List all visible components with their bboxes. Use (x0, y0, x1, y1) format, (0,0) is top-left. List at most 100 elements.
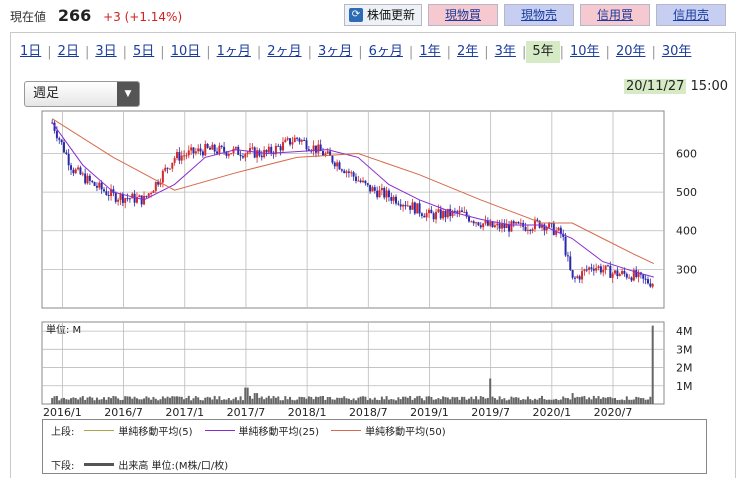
tab-separator: | (484, 44, 489, 60)
candle-body (312, 145, 315, 151)
volume-bar (293, 400, 296, 404)
volume-bar (555, 398, 558, 404)
volume-bar (465, 399, 468, 404)
period-tab[interactable]: 6ヶ月 (368, 44, 403, 59)
volume-bar (241, 400, 244, 404)
volume-bar (176, 396, 179, 404)
refresh-price-button[interactable]: ⟳ 株価更新 (344, 4, 422, 26)
candle-body (329, 151, 332, 156)
volume-bar (529, 399, 532, 404)
volume-bar (536, 399, 539, 404)
candle-body (548, 222, 551, 228)
candle-body (194, 151, 197, 154)
candle-body (166, 167, 169, 169)
volume-bar (635, 396, 638, 404)
x-tick-label: 2020/1 (532, 406, 571, 419)
candle-body (124, 198, 127, 203)
sell-margin-button[interactable]: 信用売 (656, 4, 726, 26)
candle-body (402, 204, 405, 207)
volume-bar (500, 399, 503, 404)
volume-bar (362, 396, 365, 404)
candle-body (350, 172, 353, 174)
volume-bar (411, 399, 414, 404)
volume-bar (350, 399, 353, 404)
candle-body (103, 189, 106, 192)
period-tab[interactable]: 2年 (456, 44, 479, 59)
period-tab[interactable]: 5年 (526, 41, 560, 63)
period-tab[interactable]: 3日 (95, 44, 117, 59)
volume-bar (606, 397, 609, 404)
volume-bar (192, 398, 195, 404)
price-label: 現在値 (10, 10, 47, 24)
volume-bar (312, 399, 315, 404)
candle-body (183, 155, 186, 157)
candle-body (590, 267, 593, 269)
period-tab[interactable]: 1年 (419, 44, 441, 59)
volume-bar (364, 396, 367, 404)
candle-body (397, 203, 400, 205)
volume-bar (543, 399, 546, 404)
candle-body (230, 153, 233, 155)
candle-body (293, 137, 296, 143)
volume-bar (489, 378, 492, 404)
volume-bar (227, 398, 230, 404)
candle-body (385, 190, 388, 198)
candle-body (472, 221, 475, 224)
candle-body (576, 276, 579, 278)
buy-cash-button[interactable]: 現物買 (428, 4, 498, 26)
candle-body (545, 227, 548, 231)
period-tab[interactable]: 2ヶ月 (267, 44, 302, 59)
volume-bar (204, 397, 207, 404)
period-tab[interactable]: 20年 (615, 44, 646, 59)
volume-bar (140, 399, 143, 404)
sell-cash-button[interactable]: 現物売 (504, 4, 574, 26)
interval-select[interactable]: 週足 ▼ (24, 81, 140, 107)
volume-bar (354, 400, 357, 404)
period-tab[interactable]: 1ヶ月 (216, 44, 251, 59)
volume-bar (62, 397, 65, 404)
period-tab[interactable]: 3年 (494, 44, 516, 59)
volume-bar (95, 397, 98, 404)
volume-bar (609, 396, 612, 404)
candle-body (110, 189, 113, 196)
candle-body (208, 147, 211, 150)
volume-bar (119, 400, 122, 404)
tab-separator: | (358, 44, 363, 60)
period-tab[interactable]: 30年 (661, 44, 692, 59)
candle-body (439, 209, 442, 219)
price-plot-frame (41, 110, 665, 309)
volume-bar (621, 399, 624, 404)
buy-margin-button[interactable]: 信用買 (580, 4, 650, 26)
volume-bar (143, 398, 146, 404)
volume-bar (230, 400, 233, 404)
candle-body (644, 278, 647, 280)
candle-body (192, 147, 195, 154)
volume-bar (366, 400, 369, 404)
volume-bar (618, 399, 621, 404)
candle-body (336, 162, 339, 167)
candle-body (227, 154, 230, 156)
volume-bar (444, 397, 447, 404)
legend-item-ma5: 単純移動平均(5) (84, 423, 193, 438)
candle-body (62, 142, 65, 153)
chevron-down-icon[interactable]: ▼ (117, 82, 139, 106)
volume-bar (592, 395, 595, 404)
candle-body (524, 226, 527, 231)
candle-body (409, 205, 412, 210)
x-tick-label: 2019/1 (410, 406, 449, 419)
candle-body (267, 146, 270, 153)
volume-bar (625, 396, 628, 404)
volume-bar (548, 399, 551, 404)
period-tab[interactable]: 3ヶ月 (317, 44, 353, 59)
volume-bar (84, 399, 87, 404)
x-tick-label: 2018/7 (349, 406, 388, 419)
period-tab[interactable]: 1日 (20, 44, 42, 59)
volume-bar (642, 398, 645, 404)
period-tab[interactable]: 10年 (570, 44, 600, 59)
period-tab[interactable]: 5日 (133, 44, 155, 59)
period-tab[interactable]: 10日 (170, 44, 201, 59)
volume-bar (602, 397, 605, 404)
tab-separator: | (446, 44, 451, 60)
tab-separator: | (559, 44, 564, 60)
period-tab[interactable]: 2日 (57, 44, 79, 59)
